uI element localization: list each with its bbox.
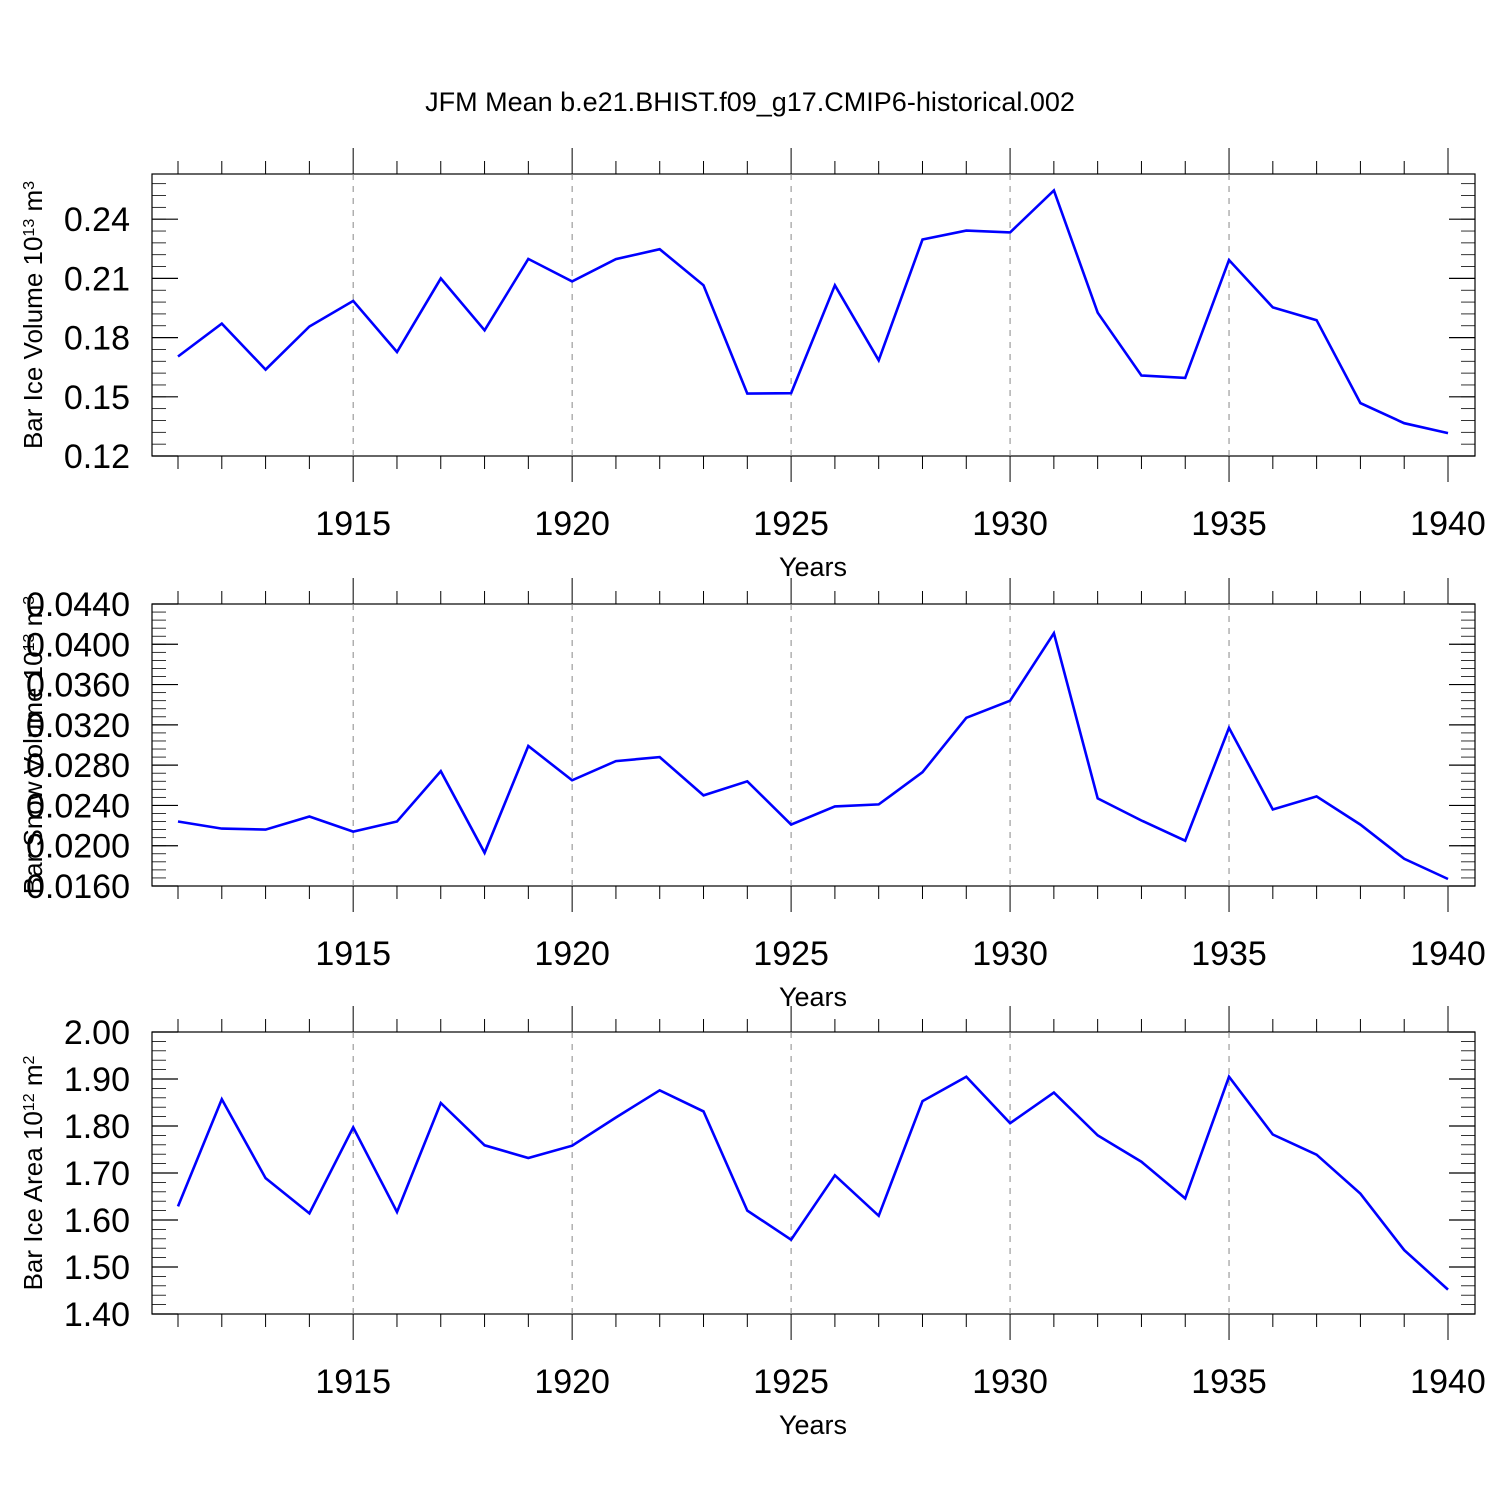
- y-axis-label-unit-exponent: 3: [21, 596, 38, 605]
- y-tick-label: 1.60: [64, 1202, 130, 1240]
- panel-ice-volume: 1915 1920 1925 1930 1935 1940 Years 0.12 0.15 0.1…: [18, 148, 1486, 582]
- y-tick-label: 1.80: [64, 1108, 130, 1146]
- y-tick-label: 0.24: [64, 201, 130, 239]
- y-axis-label-text: Bar Ice Area 10: [18, 1111, 48, 1290]
- plot-frame: [151, 173, 1476, 457]
- chart-title: JFM Mean b.e21.BHIST.f09_g17.CMIP6-histo…: [425, 87, 1075, 117]
- y-axis-label-unit-exponent: 3: [21, 181, 38, 190]
- y-tick-label: 0.0280: [26, 747, 130, 785]
- y-axis-label-unit: m: [18, 190, 48, 219]
- panel-ice-area: 1915 1920 1925 1930 1935 1940 Years 1.40 1.50 1.6…: [18, 1006, 1486, 1440]
- y-tick-label: 0.18: [64, 320, 130, 358]
- series-line: [176, 1074, 1449, 1291]
- plot-frame: [151, 1031, 1476, 1315]
- plot-frame: [151, 603, 1476, 887]
- y-tick-label: 0.0360: [26, 667, 130, 705]
- x-tick-label: 1920: [534, 505, 610, 543]
- x-tick-label: 1930: [972, 1363, 1048, 1401]
- x-tick-label: 1925: [753, 505, 829, 543]
- y-tick-label: 0.0240: [26, 787, 130, 825]
- y-axis-label-text: Bar Snow Volume 10: [18, 651, 48, 894]
- y-axis-label-exponent: 13: [21, 633, 38, 651]
- y-axis-label: Bar Ice Area 1012 m2: [18, 1055, 48, 1290]
- x-tick-label: 1925: [753, 1363, 829, 1401]
- x-tick-label: 1925: [753, 935, 829, 973]
- x-tick-label: 1920: [534, 935, 610, 973]
- y-axis-label-text: Bar Ice Volume 10: [18, 237, 48, 449]
- x-tick-label: 1940: [1410, 935, 1486, 973]
- x-tick-label: 1915: [315, 505, 391, 543]
- y-tick-label: 0.0200: [26, 828, 130, 866]
- x-tick-label: 1940: [1410, 505, 1486, 543]
- y-axis-label-exponent: 13: [21, 219, 38, 237]
- x-axis-label: Years: [779, 1410, 847, 1440]
- y-tick-label: 0.15: [64, 379, 130, 417]
- x-tick-label: 1935: [1191, 505, 1267, 543]
- x-tick-label: 1940: [1410, 1363, 1486, 1401]
- y-tick-label: 1.90: [64, 1061, 130, 1099]
- series-line: [177, 188, 1449, 435]
- panel-snow-volume: 1915 1920 1925 1930 1935 1940 Years 0.01600.020…: [18, 578, 1486, 1012]
- y-tick-label: 1.40: [64, 1296, 130, 1334]
- y-tick-label: 0.0400: [26, 626, 130, 664]
- x-axis-label: Years: [779, 982, 847, 1012]
- y-axis-label-unit: m: [18, 1064, 48, 1093]
- x-tick-label: 1920: [534, 1363, 610, 1401]
- y-axis-label-unit-exponent: 2: [21, 1055, 38, 1064]
- x-tick-label: 1915: [315, 935, 391, 973]
- series-line: [177, 630, 1449, 881]
- y-axis-label: Bar Ice Volume 1013 m3: [18, 181, 48, 449]
- y-tick-label: 0.12: [64, 438, 130, 476]
- y-tick-label: 0.0440: [26, 586, 130, 624]
- y-tick-label: 1.50: [64, 1249, 130, 1287]
- x-tick-label: 1915: [315, 1363, 391, 1401]
- x-axis-label: Years: [779, 552, 847, 582]
- x-tick-label: 1930: [972, 935, 1048, 973]
- y-axis-label: Bar Snow Volume 1013 m3: [18, 596, 48, 895]
- x-tick-label: 1930: [972, 505, 1048, 543]
- x-tick-label: 1935: [1191, 935, 1267, 973]
- y-axis-label-exponent: 12: [21, 1093, 38, 1111]
- y-tick-label: 0.0320: [26, 707, 130, 745]
- x-tick-label: 1935: [1191, 1363, 1267, 1401]
- y-axis-label-unit: m: [18, 605, 48, 634]
- y-tick-label: 1.70: [64, 1155, 130, 1193]
- y-tick-label: 2.00: [64, 1014, 130, 1052]
- y-tick-label: 0.0160: [26, 868, 130, 906]
- y-tick-label: 0.21: [64, 260, 130, 298]
